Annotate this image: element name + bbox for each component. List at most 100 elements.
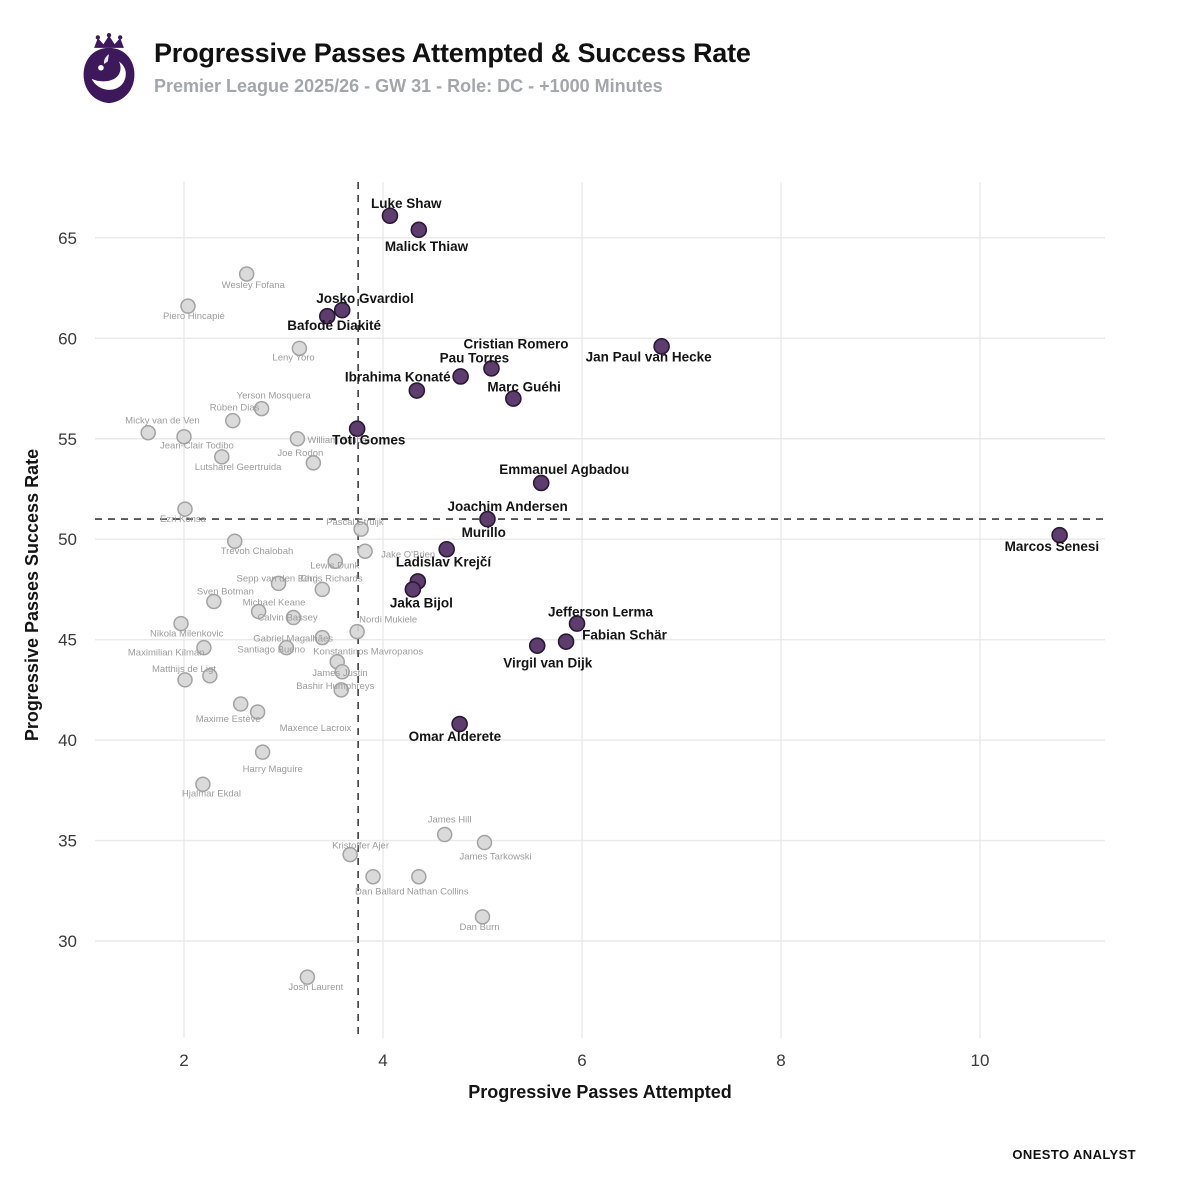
data-point-muted	[357, 543, 373, 560]
data-point-muted	[176, 428, 192, 445]
data-point-muted	[250, 603, 267, 620]
x-tick-label: 4	[378, 1051, 387, 1070]
data-point-muted	[238, 266, 255, 282]
data-point-highlighted	[483, 360, 500, 377]
page-subtitle: Premier League 2025/26 - GW 31 - Role: D…	[154, 76, 663, 96]
data-point-muted	[314, 581, 331, 598]
header-text: Progressive Passes Attempted & Success R…	[154, 33, 751, 97]
player-label-highlighted: Ibrahima Konaté	[345, 370, 451, 385]
player-label-muted: Nathan Collins	[407, 887, 469, 898]
player-label-muted: Ezri Konsa	[160, 514, 207, 525]
data-point-highlighted	[318, 307, 336, 325]
data-point-muted	[436, 826, 453, 843]
player-label-muted: Calvin Bassey	[257, 613, 317, 624]
data-point-muted	[289, 431, 306, 447]
player-label-muted: James Hill	[428, 815, 472, 826]
data-point-muted	[225, 412, 241, 429]
player-label-highlighted: Toti Gomes	[332, 433, 405, 448]
y-tick-label: 50	[58, 530, 77, 549]
data-point-muted	[140, 424, 156, 441]
player-label-muted: Gabriel Magalhães	[253, 634, 333, 645]
data-point-muted	[254, 744, 271, 760]
player-label-highlighted: Joachim Andersen	[447, 499, 567, 514]
player-label-muted: Joe Rodon	[277, 448, 323, 459]
data-point-highlighted	[1051, 526, 1068, 544]
y-tick-label: 65	[58, 229, 77, 248]
premier-league-lion-icon	[78, 33, 140, 105]
data-point-muted	[333, 682, 349, 698]
data-point-muted	[214, 449, 230, 465]
data-point-highlighted	[404, 581, 422, 598]
data-point-highlighted	[381, 207, 399, 225]
player-label-highlighted: Bafodé Diakité	[287, 318, 381, 333]
page-title: Progressive Passes Attempted & Success R…	[154, 38, 751, 68]
chart-header: Progressive Passes Attempted & Success R…	[78, 33, 751, 105]
player-label-highlighted: Ladislav Krejčí	[396, 554, 493, 569]
player-label-muted: William Saliba	[307, 435, 367, 446]
player-label-highlighted: Pau Torres	[440, 350, 510, 365]
data-point-highlighted	[438, 540, 455, 558]
player-label-muted: Piero Hincapié	[163, 311, 225, 322]
player-label-muted: Sven Botman	[197, 586, 254, 597]
player-label-muted: Kristoffer Ajer	[332, 841, 389, 852]
player-label-highlighted: Murillo	[462, 525, 506, 540]
player-label-muted: Hjalmar Ekdal	[182, 788, 241, 799]
player-label-highlighted: Marc Guéhi	[487, 380, 561, 395]
data-point-muted	[342, 846, 358, 863]
data-point-highlighted	[408, 382, 426, 399]
data-point-highlighted	[348, 420, 366, 438]
data-point-highlighted	[333, 301, 351, 319]
player-label-muted: Nikola Milenkovic	[150, 629, 224, 640]
data-point-muted	[474, 909, 491, 925]
data-point-highlighted	[653, 338, 670, 355]
x-tick-label: 10	[971, 1051, 990, 1070]
data-point-muted	[270, 575, 287, 592]
data-point-highlighted	[410, 221, 428, 239]
player-label-highlighted: Jaka Bijol	[390, 595, 453, 610]
y-tick-label: 40	[58, 731, 77, 750]
player-label-muted: James Tarkowski	[459, 852, 531, 863]
player-label-muted: Dan Ballard	[355, 887, 405, 898]
y-axis-title: Progressive Passes Success Rate	[22, 449, 42, 741]
y-tick-label: 45	[58, 631, 77, 650]
data-point-muted	[314, 629, 331, 646]
data-point-muted	[365, 868, 381, 885]
data-point-highlighted	[532, 474, 550, 492]
data-point-highlighted	[557, 633, 575, 650]
gridlines-layer: 2 4 6 8 10 30 35 40 45 50 55 60 65	[58, 182, 1105, 1070]
data-point-muted	[173, 615, 189, 632]
data-point-muted	[206, 593, 222, 610]
player-label-muted: Maxence Lacroix	[280, 723, 352, 734]
player-label-highlighted: Marcos Senesi	[1005, 539, 1100, 554]
player-label-highlighted: Fabian Schär	[582, 628, 668, 643]
data-point-muted	[253, 400, 270, 417]
player-label-muted: Maxime Estève	[196, 714, 261, 725]
data-point-muted	[177, 672, 193, 688]
axes-layer: Progressive Passes Attempted Progressive…	[22, 449, 732, 1102]
player-label-highlighted: Jan Paul van Hecke	[586, 349, 713, 364]
credit-footer: ONESTO ANALYST	[1012, 1146, 1136, 1164]
data-point-highlighted	[452, 368, 469, 385]
data-point-muted	[249, 704, 266, 720]
player-label-muted: Josh Laurent	[288, 982, 343, 993]
data-point-highlighted	[505, 390, 522, 407]
player-label-muted: Lutsharel Geertruida	[195, 462, 282, 473]
player-label-highlighted: Virgil van Dijk	[503, 656, 593, 671]
player-label-muted: Bashir Humphreys	[296, 681, 374, 692]
player-label-muted: Wesley Fofana	[222, 280, 286, 291]
data-point-highlighted	[451, 715, 468, 733]
player-label-muted: Sepp van den Berg	[237, 573, 318, 584]
y-tick-label: 35	[58, 832, 77, 851]
player-label-muted: Matthijs de Ligt	[152, 664, 216, 675]
data-point-muted	[291, 340, 308, 357]
data-point-highlighted	[528, 637, 546, 654]
data-point-muted	[327, 553, 343, 570]
player-label-muted: Jean-Clair Todibo	[160, 441, 234, 452]
data-point-muted	[195, 776, 211, 793]
player-label-muted: Chris Richards	[300, 573, 363, 584]
player-label-muted: Dan Burn	[460, 922, 500, 933]
data-point-muted	[278, 639, 295, 656]
y-tick-label: 55	[58, 430, 77, 449]
